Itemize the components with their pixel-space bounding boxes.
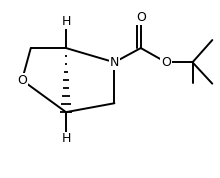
Text: O: O <box>17 74 27 87</box>
Text: O: O <box>161 56 171 69</box>
Text: H: H <box>61 15 71 28</box>
Text: H: H <box>61 132 71 145</box>
Text: N: N <box>110 56 119 69</box>
Text: O: O <box>136 11 146 24</box>
